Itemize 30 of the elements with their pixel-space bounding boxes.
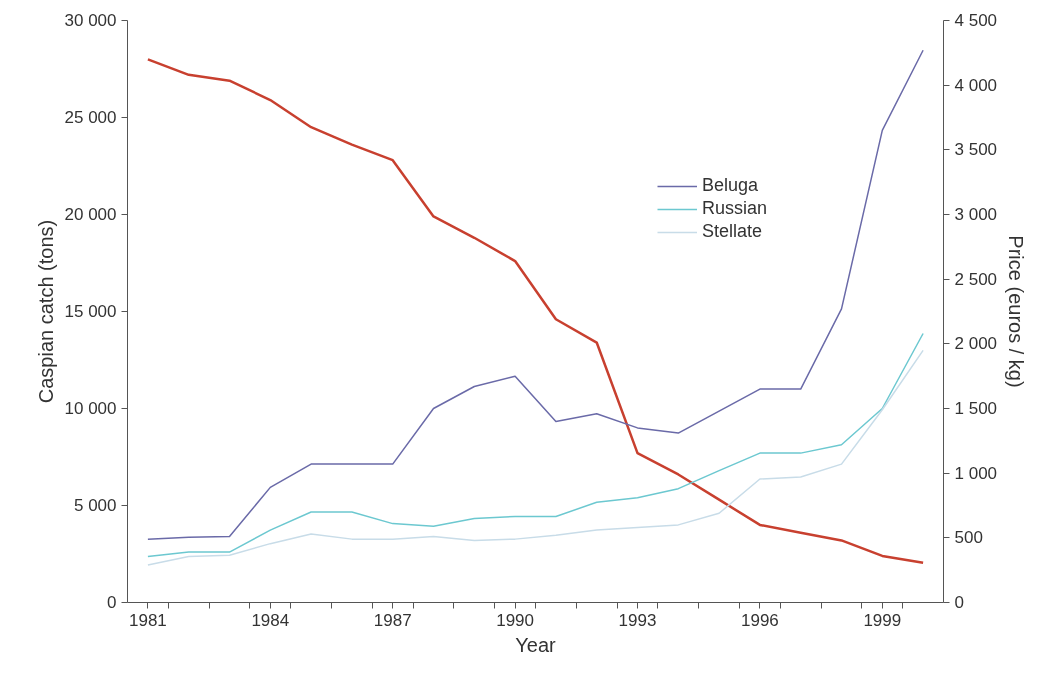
y2-tick-label: 3 000 (954, 205, 998, 224)
x-tick-label: 1999 (863, 610, 902, 630)
y2-tick-label: 2 000 (954, 334, 998, 354)
x-tick-label: 1990 (496, 610, 535, 630)
x-tick-label: 1981 (128, 610, 167, 630)
y2-tick-label: 3 500 (954, 140, 998, 160)
x-tick-label: 1987 (373, 610, 412, 630)
y2-axis-title: Price (euros / kg) (1005, 235, 1028, 388)
y2-tick-label: 500 (954, 528, 983, 548)
y-tick-label: 0 (107, 593, 117, 612)
y2-tick-label: 4 500 (954, 11, 998, 30)
y-tick-label: 25 000 (64, 108, 117, 127)
x-axis-title: Year (515, 633, 557, 656)
y-tick-label: 5 000 (73, 496, 117, 515)
y-tick-label: 30 000 (64, 11, 117, 30)
y2-tick-label: 0 (954, 593, 964, 612)
x-tick-label: 1996 (740, 610, 779, 630)
y2-tick-label: 1 500 (954, 399, 998, 418)
y-tick-label: 10 000 (64, 399, 117, 418)
x-tick-label: 1984 (251, 610, 290, 630)
y2-tick-label: 1 000 (954, 463, 998, 483)
legend-label: Russian (702, 198, 768, 219)
y-axis-title: Caspian catch (tons) (34, 219, 57, 404)
y2-tick-label: 2 500 (954, 269, 998, 289)
x-tick-label: 1993 (618, 610, 657, 630)
legend-label: Stellate (702, 221, 763, 242)
y-tick-label: 15 000 (64, 302, 117, 321)
legend-label: Beluga (702, 175, 759, 196)
y2-tick-label: 4 000 (954, 75, 998, 95)
y-tick-label: 20 000 (64, 205, 117, 224)
